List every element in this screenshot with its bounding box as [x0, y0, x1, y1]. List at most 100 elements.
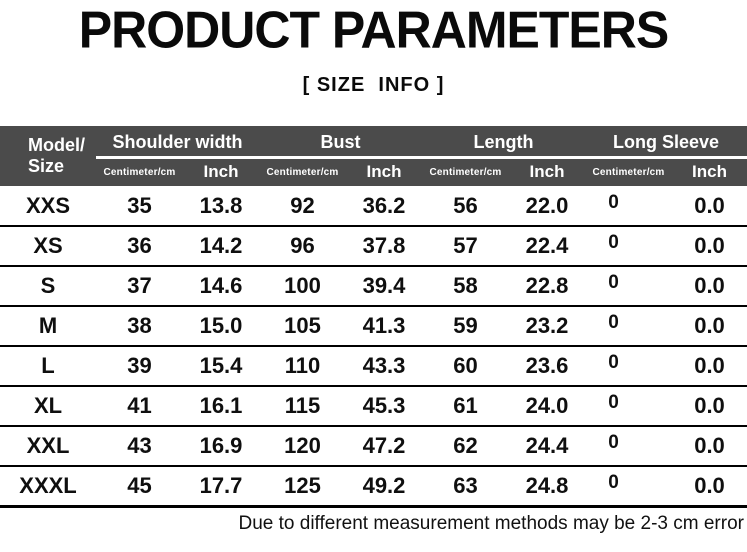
- longsleeve-cm-value: 0: [608, 471, 619, 493]
- group-header-long-sleeve: Long Sleeve: [585, 126, 747, 159]
- cell-bust-inch: 49.2: [346, 466, 422, 508]
- subheader-length-cm: Centimeter/cm: [422, 157, 509, 186]
- cell-bust-inch: 37.8: [346, 226, 422, 267]
- cell-length-cm: 63: [422, 466, 509, 508]
- table-row-xxxl: XXXL 45 17.7 125 49.2 63 24.8 0 0.0: [0, 466, 747, 508]
- cell-longsleeve-cm: 0: [585, 266, 672, 307]
- cell-shoulder-inch: 15.0: [183, 306, 259, 347]
- cell-shoulder-inch: 17.7: [183, 466, 259, 508]
- cell-longsleeve-inch: 0.0: [672, 306, 747, 347]
- cell-shoulder-inch: 14.6: [183, 266, 259, 307]
- subheader-longsleeve-cm: Centimeter/cm: [585, 157, 672, 186]
- cell-bust-cm: 105: [259, 306, 346, 347]
- cell-longsleeve-inch: 0.0: [672, 226, 747, 267]
- cell-length-inch: 24.0: [509, 386, 585, 427]
- group-header-shoulder-width: Shoulder width: [96, 126, 259, 159]
- cell-longsleeve-cm: 0: [585, 226, 672, 267]
- size-info-subtitle: [ SIZE INFO ]: [302, 74, 445, 96]
- subheader-shoulder-inch: Inch: [183, 157, 259, 186]
- cell-longsleeve-inch: 0.0: [672, 466, 747, 508]
- cell-bust-inch: 43.3: [346, 346, 422, 387]
- cell-length-inch: 24.4: [509, 426, 585, 467]
- subheader-bust-cm: Centimeter/cm: [259, 157, 346, 186]
- size-label: XXXL: [0, 466, 96, 508]
- cell-shoulder-cm: 43: [96, 426, 183, 467]
- group-header-length: Length: [422, 126, 585, 159]
- cell-bust-cm: 125: [259, 466, 346, 508]
- table-row-xs: XS 36 14.2 96 37.8 57 22.4 0 0.0: [0, 226, 747, 267]
- longsleeve-cm-value: 0: [608, 432, 619, 453]
- cell-length-inch: 22.8: [509, 266, 585, 307]
- table-row-xxs: XXS 35 13.8 92 36.2 56 22.0 0 0.0: [0, 186, 747, 227]
- cell-longsleeve-inch: 0.0: [672, 426, 747, 467]
- size-label: XXL: [0, 426, 96, 467]
- table-row-xxl: XXL 43 16.9 120 47.2 62 24.4 0 0.0: [0, 426, 747, 467]
- cell-length-cm: 56: [422, 186, 509, 227]
- size-label: M: [0, 306, 96, 347]
- cell-longsleeve-inch: 0.0: [672, 386, 747, 427]
- longsleeve-cm-value: 0: [608, 312, 619, 333]
- cell-longsleeve-cm: 0: [585, 466, 672, 508]
- cell-shoulder-cm: 35: [96, 186, 183, 227]
- subheader-bust-inch: Inch: [346, 157, 422, 186]
- size-label: XL: [0, 386, 96, 427]
- cell-bust-cm: 96: [259, 226, 346, 267]
- cell-length-inch: 22.0: [509, 186, 585, 227]
- cell-bust-cm: 115: [259, 386, 346, 427]
- longsleeve-cm-value: 0: [608, 272, 619, 293]
- longsleeve-cm-value: 0: [608, 352, 619, 373]
- cell-length-cm: 59: [422, 306, 509, 347]
- cell-longsleeve-cm: 0: [585, 386, 672, 427]
- subheader-longsleeve-inch: Inch: [672, 157, 747, 186]
- longsleeve-cm-value: 0: [608, 232, 619, 253]
- cell-longsleeve-cm: 0: [585, 186, 672, 227]
- cell-longsleeve-inch: 0.0: [672, 346, 747, 387]
- cell-bust-cm: 120: [259, 426, 346, 467]
- corner-line-size: Size: [28, 156, 65, 176]
- table-row-s: S 37 14.6 100 39.4 58 22.8 0 0.0: [0, 266, 747, 307]
- cell-shoulder-inch: 16.1: [183, 386, 259, 427]
- cell-bust-inch: 41.3: [346, 306, 422, 347]
- group-header-bust: Bust: [259, 126, 422, 159]
- table-body: XXS 35 13.8 92 36.2 56 22.0 0 0.0 XS 36 …: [0, 186, 747, 508]
- cell-shoulder-cm: 38: [96, 306, 183, 347]
- cell-length-inch: 23.2: [509, 306, 585, 347]
- cell-shoulder-inch: 13.8: [183, 186, 259, 227]
- table-row-m: M 38 15.0 105 41.3 59 23.2 0 0.0: [0, 306, 747, 347]
- size-label: XXS: [0, 186, 96, 227]
- cell-shoulder-cm: 36: [96, 226, 183, 267]
- size-label: L: [0, 346, 96, 387]
- cell-longsleeve-cm: 0: [585, 346, 672, 387]
- cell-longsleeve-inch: 0.0: [672, 186, 747, 227]
- cell-shoulder-inch: 15.4: [183, 346, 259, 387]
- table-row-xl: XL 41 16.1 115 45.3 61 24.0 0 0.0: [0, 386, 747, 427]
- subheader-row: Centimeter/cm Inch Centimeter/cm Inch Ce…: [0, 157, 747, 186]
- size-label: S: [0, 266, 96, 307]
- longsleeve-cm-value: 0: [608, 392, 619, 413]
- page-title: PRODUCT PARAMETERS: [78, 0, 669, 60]
- group-header-row: Model/ Size Shoulder width Bust Length L…: [0, 126, 747, 186]
- cell-length-cm: 57: [422, 226, 509, 267]
- corner-header-model-size: Model/ Size: [0, 126, 96, 186]
- cell-shoulder-inch: 16.9: [183, 426, 259, 467]
- subheader-shoulder-cm: Centimeter/cm: [96, 157, 183, 186]
- cell-shoulder-inch: 14.2: [183, 226, 259, 267]
- corner-line-model: Model/: [28, 135, 85, 155]
- cell-length-cm: 58: [422, 266, 509, 307]
- cell-bust-inch: 47.2: [346, 426, 422, 467]
- cell-bust-inch: 36.2: [346, 186, 422, 227]
- table-header: Model/ Size Shoulder width Bust Length L…: [0, 126, 747, 186]
- subheader-length-inch: Inch: [509, 157, 585, 186]
- cell-length-cm: 60: [422, 346, 509, 387]
- cell-longsleeve-inch: 0.0: [672, 266, 747, 307]
- longsleeve-cm-value: 0: [608, 191, 619, 213]
- cell-length-cm: 61: [422, 386, 509, 427]
- cell-length-inch: 22.4: [509, 226, 585, 267]
- cell-bust-inch: 39.4: [346, 266, 422, 307]
- cell-length-inch: 24.8: [509, 466, 585, 508]
- cell-longsleeve-cm: 0: [585, 306, 672, 347]
- cell-bust-cm: 92: [259, 186, 346, 227]
- cell-shoulder-cm: 41: [96, 386, 183, 427]
- cell-bust-cm: 110: [259, 346, 346, 387]
- cell-longsleeve-cm: 0: [585, 426, 672, 467]
